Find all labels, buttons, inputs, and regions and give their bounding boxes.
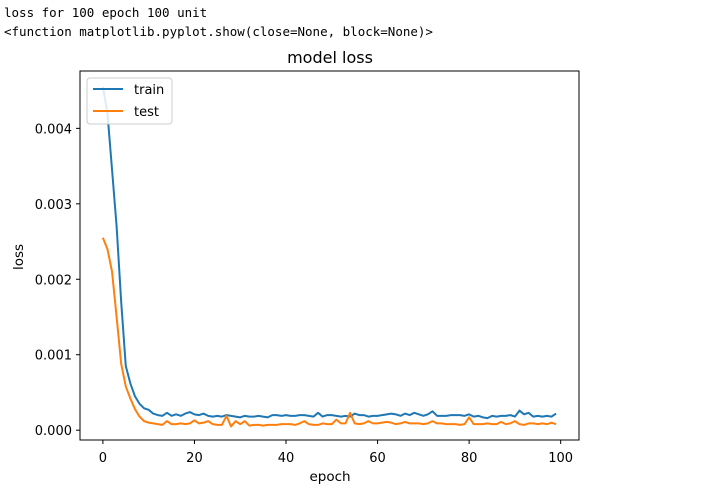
x-tick-label: 20	[186, 451, 203, 466]
y-axis: 0.000 0.001 0.002 0.003 0.004	[35, 122, 80, 439]
x-axis-title: epoch	[309, 469, 350, 485]
chart-title: model loss	[287, 48, 373, 67]
console-line-1: loss for 100 epoch 100 unit	[4, 5, 208, 20]
console-line-2: <function matplotlib.pyplot.show(close=N…	[4, 24, 433, 39]
series-line-test	[101, 237, 557, 428]
y-tick-label: 0.001	[35, 349, 72, 364]
series-line-train	[101, 86, 557, 420]
y-tick-label: 0.004	[35, 122, 72, 137]
x-axis: 0 20 40 60 80 100	[99, 440, 573, 466]
legend-label-test: test	[134, 105, 159, 120]
x-tick-label: 60	[369, 451, 386, 466]
x-tick-label: 80	[461, 451, 478, 466]
y-tick-label: 0.000	[35, 424, 72, 439]
legend-label-train: train	[134, 83, 164, 98]
y-axis-title: loss	[11, 244, 27, 270]
x-tick-label: 40	[278, 451, 295, 466]
y-tick-label: 0.002	[35, 273, 72, 288]
y-tick-label: 0.003	[35, 198, 72, 213]
plot-content	[101, 86, 557, 428]
legend: train test	[86, 77, 173, 125]
x-tick-label: 0	[99, 451, 107, 466]
x-tick-label: 100	[548, 451, 573, 466]
plot-frame	[79, 70, 580, 441]
console-output: loss for 100 epoch 100 unit <function mat…	[4, 3, 433, 41]
